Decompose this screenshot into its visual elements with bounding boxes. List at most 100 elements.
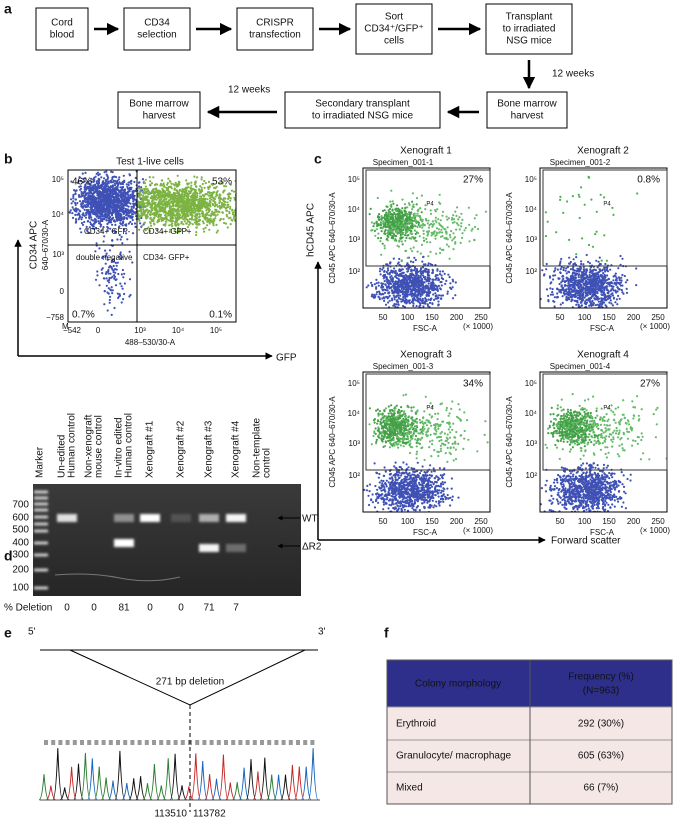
event-dot bbox=[130, 196, 133, 199]
event-dot bbox=[421, 266, 425, 269]
event-dot bbox=[195, 217, 198, 220]
event-dot bbox=[409, 232, 412, 235]
event-dot bbox=[89, 208, 92, 211]
event-dot bbox=[110, 214, 114, 217]
event-dot bbox=[369, 207, 372, 210]
event-dot bbox=[427, 268, 430, 271]
event-dot bbox=[370, 221, 373, 224]
event-dot bbox=[89, 221, 92, 224]
event-dot bbox=[123, 215, 126, 219]
event-dot bbox=[431, 225, 434, 228]
panel-label: a bbox=[4, 1, 12, 17]
event-dot bbox=[120, 222, 123, 226]
event-dot bbox=[156, 183, 159, 186]
event-dot bbox=[376, 196, 379, 200]
event-dot bbox=[109, 204, 112, 207]
event-dot bbox=[429, 209, 432, 212]
event-dot bbox=[68, 211, 71, 214]
event-dot bbox=[155, 210, 158, 213]
event-dot bbox=[390, 289, 393, 292]
event-dot bbox=[104, 249, 107, 252]
event-dot bbox=[428, 280, 431, 283]
event-dot bbox=[105, 252, 108, 255]
event-dot bbox=[74, 218, 78, 221]
event-dot bbox=[405, 263, 408, 266]
event-dot bbox=[467, 206, 470, 209]
event-dot bbox=[396, 244, 399, 247]
event-dot bbox=[74, 208, 77, 211]
event-dot bbox=[415, 239, 418, 243]
event-dot bbox=[229, 199, 232, 202]
event-dot bbox=[409, 272, 412, 276]
event-dot bbox=[406, 295, 409, 298]
event-dot bbox=[191, 193, 194, 196]
event-dot bbox=[100, 198, 103, 201]
event-dot bbox=[426, 241, 429, 244]
event-dot bbox=[226, 209, 229, 212]
event-dot bbox=[419, 207, 422, 210]
event-dot bbox=[151, 190, 154, 194]
event-dot bbox=[84, 171, 87, 174]
event-dot bbox=[405, 285, 408, 288]
event-dot bbox=[132, 189, 135, 192]
event-dot bbox=[147, 226, 150, 229]
event-dot bbox=[198, 213, 201, 216]
event-dot bbox=[381, 209, 385, 212]
event-dot bbox=[438, 222, 441, 225]
event-dot bbox=[109, 295, 112, 298]
event-dot bbox=[421, 311, 423, 313]
event-dot bbox=[121, 268, 124, 272]
event-dot bbox=[170, 213, 173, 216]
event-dot bbox=[409, 220, 412, 223]
event-dot bbox=[418, 225, 422, 228]
event-dot bbox=[112, 190, 115, 193]
event-dot bbox=[107, 272, 110, 275]
event-dot bbox=[406, 281, 409, 284]
event-dot bbox=[83, 190, 86, 193]
event-dot bbox=[117, 272, 120, 276]
event-dot bbox=[166, 201, 169, 204]
event-dot bbox=[105, 284, 108, 287]
event-dot bbox=[125, 224, 128, 227]
event-dot bbox=[223, 221, 226, 225]
event-dot bbox=[427, 289, 430, 292]
event-dot bbox=[441, 210, 445, 213]
event-dot bbox=[104, 187, 107, 190]
event-dot bbox=[138, 195, 141, 198]
event-dot bbox=[391, 277, 394, 280]
event-dot bbox=[93, 227, 96, 230]
event-dot bbox=[439, 251, 442, 255]
event-dot bbox=[603, 301, 606, 304]
event-dot bbox=[141, 194, 145, 197]
event-dot bbox=[440, 280, 443, 284]
event-dot bbox=[173, 209, 176, 212]
event-dot bbox=[427, 271, 430, 274]
event-dot bbox=[233, 214, 236, 217]
event-dot bbox=[166, 218, 169, 221]
event-dot bbox=[217, 210, 220, 213]
event-dot bbox=[422, 290, 426, 293]
event-dot bbox=[154, 212, 157, 215]
event-dot bbox=[379, 223, 382, 226]
event-dot bbox=[141, 214, 144, 217]
event-dot bbox=[400, 287, 403, 291]
event-dot bbox=[118, 233, 121, 237]
event-dot bbox=[597, 300, 601, 303]
event-dot bbox=[166, 212, 170, 215]
event-dot bbox=[431, 282, 434, 285]
event-dot bbox=[88, 226, 91, 229]
event-dot bbox=[367, 284, 370, 287]
event-dot bbox=[118, 191, 121, 194]
event-dot bbox=[163, 190, 167, 193]
event-dot bbox=[447, 273, 450, 276]
event-dot bbox=[399, 228, 402, 231]
event-dot bbox=[393, 287, 396, 290]
event-dot bbox=[108, 201, 111, 204]
event-dot bbox=[188, 206, 191, 209]
event-dot bbox=[401, 243, 404, 246]
event-dot bbox=[426, 276, 430, 279]
event-dot bbox=[397, 261, 400, 264]
event-dot bbox=[391, 226, 394, 229]
event-dot bbox=[422, 274, 425, 277]
event-dot bbox=[96, 213, 99, 216]
